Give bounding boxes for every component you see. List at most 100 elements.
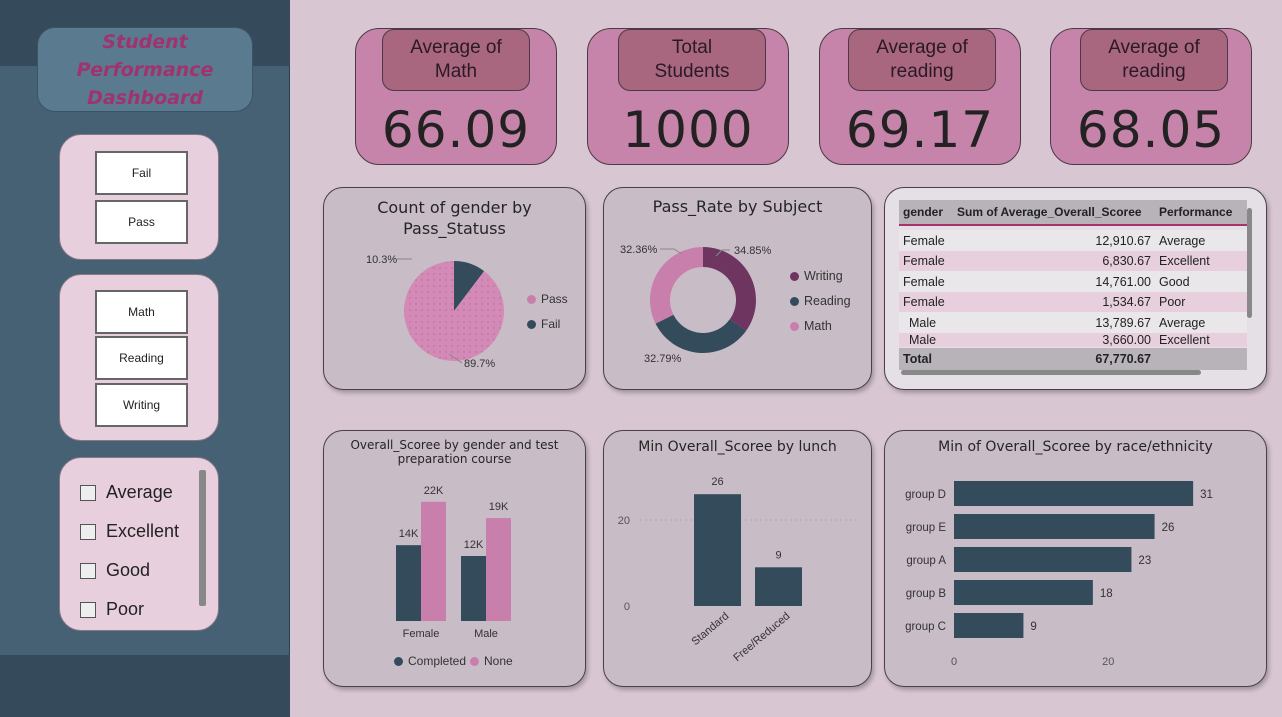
checkbox-label: Poor	[106, 599, 145, 619]
lunch-bar-svg: 0 20 26 Standard 9 Free/Reduced	[618, 476, 859, 664]
y-tick-label: group B	[906, 588, 947, 600]
legend-math: Math	[790, 319, 832, 333]
legend-dot	[790, 321, 799, 331]
checkbox-icon[interactable]	[80, 562, 96, 579]
donut-label-writing: 34.85%	[734, 245, 772, 257]
checkbox-label: Average	[106, 482, 173, 502]
min-score-lunch-panel: Min Overall_Scoree by lunch 0 20 26 Standar…	[603, 430, 872, 687]
table-cell: 6,830.67	[1102, 254, 1151, 269]
bar-group-E[interactable]	[954, 514, 1155, 539]
table-horizontal-scrollbar[interactable]	[901, 370, 1201, 375]
table-cell: Male	[909, 315, 937, 330]
legend-dot	[527, 319, 536, 329]
checkbox-icon[interactable]	[80, 523, 96, 540]
bar-value-label: 19K	[489, 501, 509, 513]
table-cell: Average	[1159, 233, 1206, 248]
col-gender[interactable]: gender	[903, 205, 944, 219]
bar-group-A[interactable]	[954, 547, 1132, 572]
checkbox-average[interactable]: Average	[80, 482, 173, 503]
pass-rate-donut-panel: Pass_Rate by Subject 34.85% 32.79% 32.36…	[603, 187, 872, 390]
legend-dot	[790, 271, 799, 281]
legend-dot	[790, 296, 799, 306]
table-cell: 14,761.00	[1095, 274, 1151, 289]
pie-slice-pass[interactable]	[404, 261, 504, 361]
table-cell: Female	[903, 295, 945, 310]
bar-value-label: 14K	[399, 528, 419, 540]
table-total-row: Total 67,770.67	[899, 348, 1247, 370]
bar-group-C[interactable]	[954, 613, 1024, 638]
bar-group-D[interactable]	[954, 481, 1194, 506]
slicer-pass-button[interactable]: Pass	[95, 200, 188, 244]
kpi-label: Average of reading	[848, 29, 996, 91]
checkbox-good[interactable]: Good	[80, 560, 150, 581]
table-row[interactable]: Female 6,830.67 Excellent	[899, 250, 1247, 272]
table-cell: Female	[903, 254, 945, 269]
table-cell: Good	[1159, 274, 1190, 289]
slicer-math-button[interactable]: Math	[95, 290, 188, 334]
y-tick-label: group E	[906, 522, 947, 534]
x-tick-label: Standard	[690, 610, 732, 648]
bar-group-B[interactable]	[954, 580, 1093, 605]
x-tick-label: Free/Reduced	[731, 610, 792, 664]
bar-value-label: 31	[1200, 489, 1213, 501]
chart-title: Min of Overall_Scoree by race/ethnicity	[938, 439, 1213, 455]
donut-slice-math[interactable]	[650, 247, 703, 324]
slicer-scrollbar[interactable]	[199, 470, 206, 606]
checkbox-excellent[interactable]: Excellent	[80, 521, 179, 542]
table-row[interactable]: Female 12,910.67 Average	[899, 230, 1247, 251]
donut-slice-reading[interactable]	[655, 314, 747, 353]
checkbox-label: Good	[106, 560, 151, 580]
bar-male-none[interactable]	[486, 518, 511, 621]
kpi-avg-reading: Average of reading 69.17	[819, 28, 1021, 165]
bar-value-label: 9	[775, 549, 781, 561]
sidebar-footer-band	[0, 655, 290, 717]
checkbox-icon[interactable]	[80, 601, 96, 618]
legend-completed: Completed	[394, 654, 466, 668]
checkbox-icon[interactable]	[80, 484, 96, 501]
pie-slice-fail[interactable]	[454, 261, 485, 311]
table-cell: 3,660.00	[1102, 333, 1151, 347]
legend-pass: Pass	[527, 292, 568, 306]
slicer-writing-button[interactable]: Writing	[95, 383, 188, 427]
checkbox-poor[interactable]: Poor	[80, 599, 144, 620]
table-cell: 1,534.67	[1102, 295, 1151, 310]
kpi-value: 69.17	[845, 101, 995, 159]
pass-pie-svg: 10.3% 89.7%	[366, 254, 504, 370]
table-row[interactable]: Female 1,534.67 Poor	[899, 291, 1247, 313]
col-sum-score[interactable]: Sum of Average_Overall_Scoree	[957, 205, 1142, 219]
bar-free-reduced[interactable]	[755, 567, 802, 606]
bar-value-label: 26	[1162, 522, 1175, 534]
table-vertical-scrollbar[interactable]	[1247, 208, 1252, 318]
table-cell: 12,910.67	[1095, 233, 1151, 248]
table-row[interactable]: Male 13,789.67 Average	[899, 312, 1247, 334]
chart-title: Pass_Rate by Subject	[652, 197, 823, 216]
slicer-fail-button[interactable]: Fail	[95, 151, 188, 195]
bar-female-none[interactable]	[421, 501, 446, 621]
subject-slicer: Math Reading Writing	[59, 274, 219, 441]
slicer-reading-button[interactable]: Reading	[95, 336, 188, 380]
bar-standard[interactable]	[694, 494, 741, 606]
min-score-race-panel: Min of Overall_Scoree by race/ethnicity …	[884, 430, 1267, 687]
kpi-avg-writing: Average of reading 68.05	[1050, 28, 1252, 165]
legend-fail: Fail	[527, 317, 560, 331]
legend-dot	[394, 656, 403, 666]
table-row[interactable]: Female 14,761.00 Good	[899, 271, 1247, 293]
performance-table-panel: gender Sum of Average_Overall_Scoree Per…	[884, 187, 1267, 390]
donut-slice-writing[interactable]	[703, 247, 756, 331]
kpi-label: Total Students	[618, 29, 766, 91]
pass-status-slicer: Fail Pass	[59, 134, 219, 260]
x-tick-label: Female	[403, 628, 440, 640]
table-cell: Excellent	[1159, 333, 1210, 347]
table-cell: Male	[909, 333, 937, 347]
table-cell: Excellent	[1159, 254, 1210, 269]
table-row[interactable]: Male 3,660.00 Excellent	[899, 333, 1247, 347]
kpi-value: 68.05	[1076, 101, 1226, 159]
bar-female-completed[interactable]	[396, 545, 421, 621]
pie-label-pass: 89.7%	[464, 358, 495, 370]
table-cell: 13,789.67	[1095, 315, 1151, 330]
performance-slicer: Average Excellent Good Poor	[59, 457, 219, 631]
bar-value-label: 18	[1100, 588, 1113, 600]
bar-male-completed[interactable]	[461, 556, 486, 621]
table-cell: Female	[903, 274, 945, 289]
col-performance[interactable]: Performance	[1159, 205, 1233, 219]
